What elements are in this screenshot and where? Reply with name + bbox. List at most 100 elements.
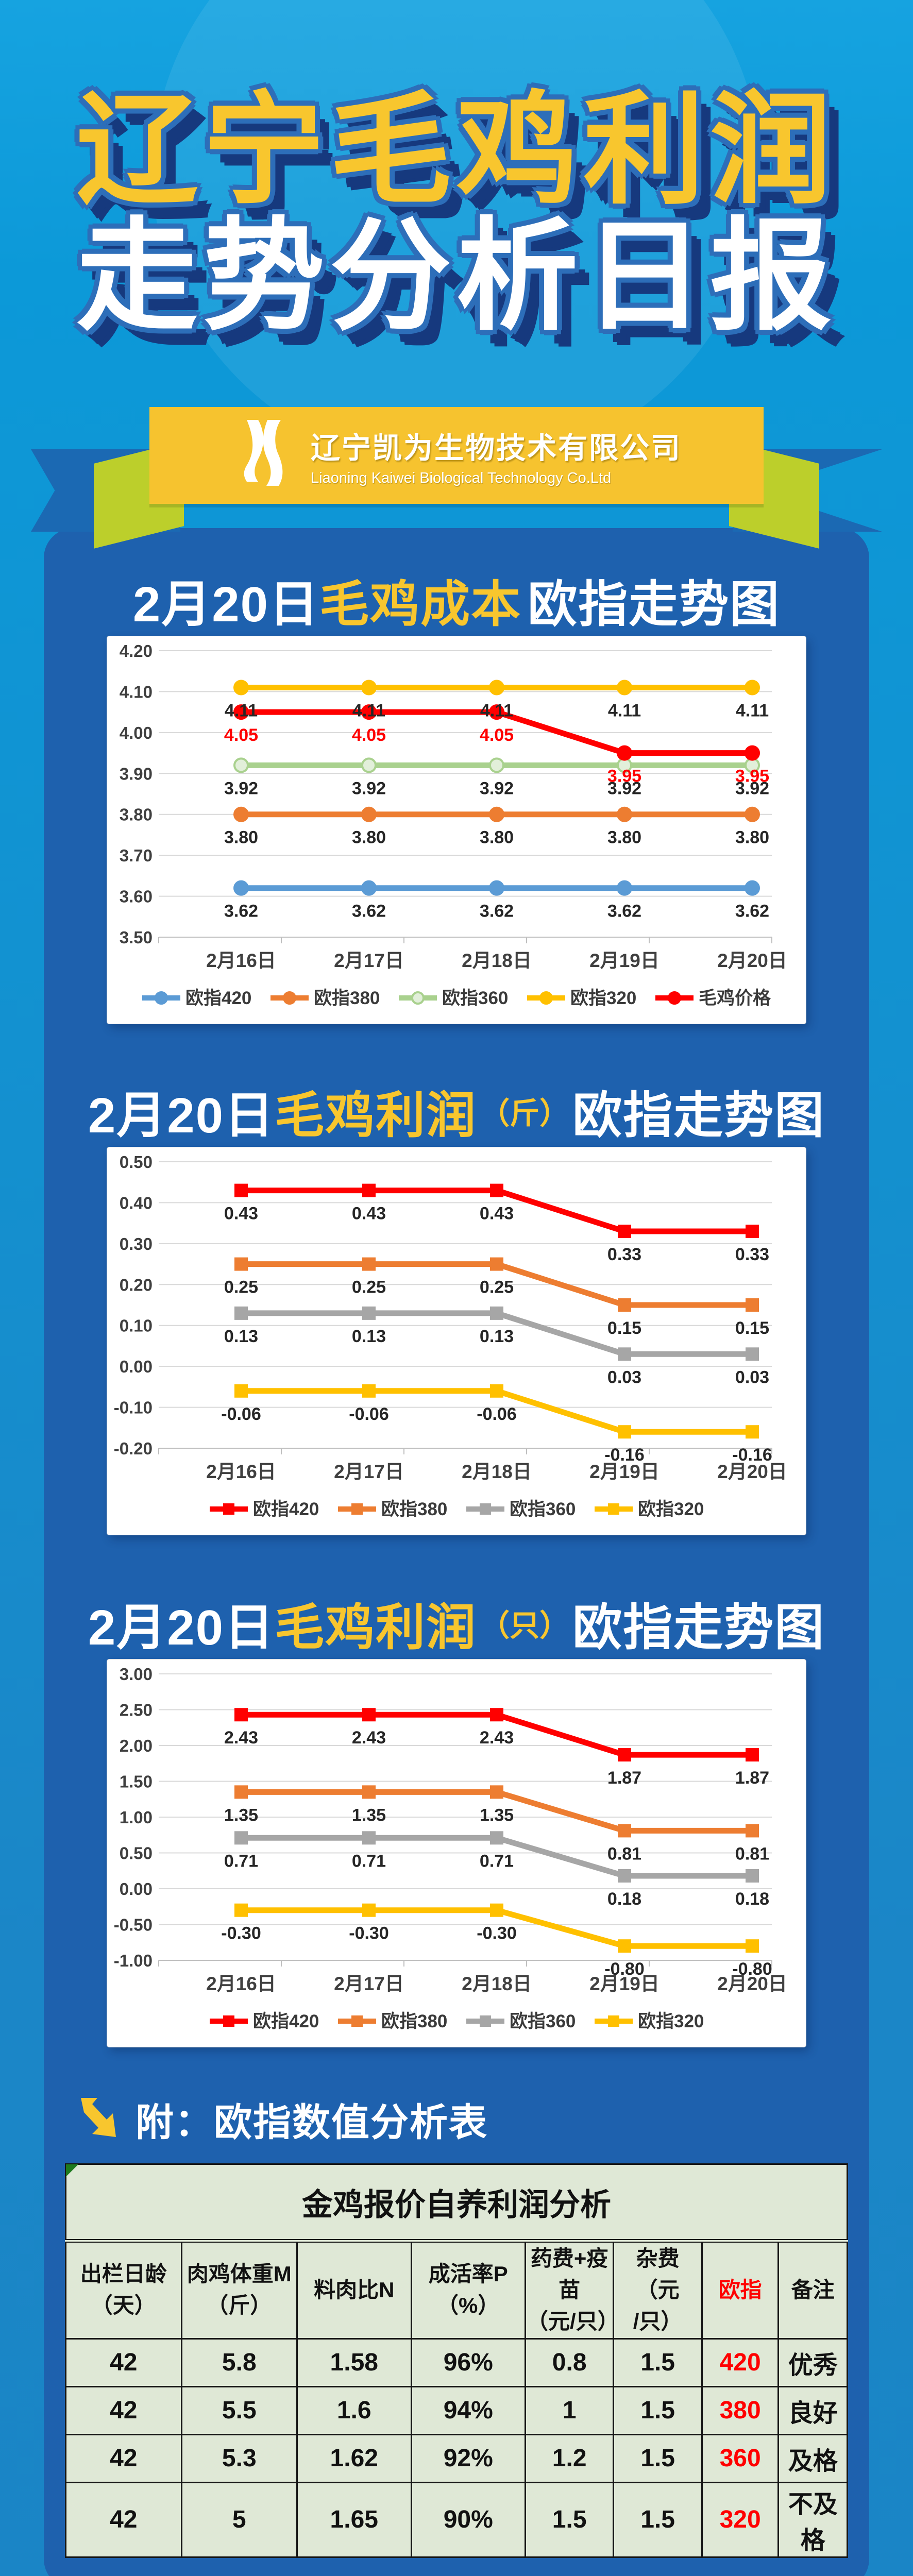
svg-text:0.50: 0.50 [120, 1844, 153, 1863]
svg-text:0.18: 0.18 [607, 1889, 641, 1909]
chart-title-profit-jin: 2月20日 毛鸡利润 （斤） 欧指走势图 [44, 1080, 869, 1143]
svg-text:欧指360: 欧指360 [442, 988, 508, 1008]
profit-analysis-table: 金鸡报价自养利润分析 出栏日龄 （天） 肉鸡体重M （斤） 料肉比N 成活率P （%）药… [65, 2163, 848, 2558]
arrow-icon [78, 2096, 122, 2143]
profit-per-bird-chart: 3.00 2.50 2.00 1.50 1.00 0.50 0.00 -0.50 -1.00 2月… [107, 1659, 806, 2047]
svg-text:0.03: 0.03 [607, 1367, 641, 1387]
svg-text:欧指380: 欧指380 [381, 2011, 447, 2031]
table-title-row: 金鸡报价自养利润分析 [65, 2163, 848, 2243]
svg-text:4.20: 4.20 [120, 641, 153, 660]
svg-text:3.60: 3.60 [120, 887, 153, 906]
cost-trend-chart: 4.20 4.10 4.00 3.90 3.80 3.70 3.60 3.50 2月16日 2月1… [107, 636, 806, 1024]
svg-text:欧指420: 欧指420 [253, 2011, 319, 2031]
table-cell: 不及格 [777, 2481, 848, 2558]
chart-section-profit-jin: 2月20日 毛鸡利润 （斤） 欧指走势图 0.50 0.40 0.30 0.20 0.10 0.… [44, 1080, 869, 1535]
svg-text:3.80: 3.80 [607, 828, 641, 848]
company-name-cn: 辽宁凯为生物技术有限公司 [311, 431, 682, 465]
svg-text:0.81: 0.81 [735, 1844, 769, 1863]
svg-text:2月20日: 2月20日 [717, 950, 787, 971]
chart-title-prefix: 2月20日 [88, 1088, 275, 1143]
svg-text:0.40: 0.40 [120, 1193, 153, 1212]
table-row: 42 5.5 1.6 94% 1 1.5 380 良好 [65, 2385, 848, 2435]
chart-title-unit: （只） [480, 1609, 570, 1642]
table-cell: 5.5 [180, 2385, 298, 2435]
svg-text:4.11: 4.11 [608, 701, 641, 721]
table-header-cell: 成活率P （%） [410, 2240, 526, 2340]
svg-text:3.80: 3.80 [120, 805, 153, 824]
table-cell: 5.8 [180, 2337, 298, 2387]
table-row: 42 5 1.65 90% 1.5 1.5 320 不及格 [65, 2481, 848, 2558]
svg-text:-0.06: -0.06 [349, 1404, 389, 1424]
table-cell: 42 [65, 2385, 182, 2435]
analysis-section-heading: 附：欧指数值分析表 [78, 2096, 869, 2144]
table-cell: 1.5 [524, 2481, 615, 2558]
table-cell: 320 [701, 2481, 780, 2558]
svg-text:0.03: 0.03 [735, 1367, 769, 1387]
chart-title-suffix: 欧指走势图 [572, 1600, 825, 1655]
svg-text:2月18日: 2月18日 [462, 1973, 532, 1994]
svg-text:2.50: 2.50 [120, 1701, 153, 1720]
table-cell: 5.3 [180, 2433, 298, 2483]
table-cell: 1.5 [613, 2385, 703, 2435]
svg-text:欧指360: 欧指360 [510, 2011, 576, 2031]
chart-title-suffix: 欧指走势图 [572, 1088, 825, 1143]
table-cell: 1.5 [613, 2337, 703, 2387]
svg-text:0.13: 0.13 [224, 1327, 258, 1346]
svg-text:2月16日: 2月16日 [206, 950, 276, 971]
svg-text:-0.50: -0.50 [114, 1916, 153, 1935]
svg-text:-0.30: -0.30 [477, 1924, 517, 1943]
chart-title-suffix: 欧指走势图 [528, 577, 781, 632]
company-name-en: Liaoning Kaiwei Biological Technology Co… [311, 469, 612, 486]
company-banner-band: 辽宁凯为生物技术有限公司 Liaoning Kaiwei Biological … [149, 407, 764, 504]
table-corner-mark [66, 2164, 78, 2177]
svg-text:3.92: 3.92 [607, 778, 641, 798]
svg-text:-0.30: -0.30 [349, 1924, 389, 1943]
background-glow-ellipse [153, 0, 760, 469]
table-cell: 380 [701, 2385, 780, 2435]
svg-text:2月17日: 2月17日 [334, 1461, 404, 1482]
svg-text:4.05: 4.05 [480, 725, 514, 745]
svg-text:1.00: 1.00 [120, 1808, 153, 1827]
svg-text:-0.16: -0.16 [732, 1445, 772, 1465]
svg-text:3.95: 3.95 [607, 767, 641, 786]
svg-text:3.62: 3.62 [607, 902, 641, 921]
svg-text:3.62: 3.62 [480, 902, 514, 921]
chart-section-cost: 2月20日 毛鸡成本 欧指走势图 4.20 4.10 4.00 3.90 3.80 3.70 3… [44, 528, 869, 1024]
table-cell: 1.5 [613, 2481, 703, 2558]
svg-text:2月20日: 2月20日 [717, 1973, 787, 1994]
table-cell: 1 [524, 2385, 615, 2435]
svg-text:2月16日: 2月16日 [206, 1461, 276, 1482]
svg-text:4.11: 4.11 [352, 701, 385, 721]
svg-text:-0.10: -0.10 [114, 1398, 153, 1417]
company-name-block: 辽宁凯为生物技术有限公司 Liaoning Kaiwei Biological … [311, 425, 682, 487]
table-cell: 5 [180, 2481, 298, 2558]
svg-text:1.35: 1.35 [224, 1805, 258, 1825]
svg-text:-0.06: -0.06 [221, 1404, 261, 1424]
svg-text:1.35: 1.35 [352, 1805, 386, 1825]
svg-text:3.62: 3.62 [352, 902, 386, 921]
table-cell: 92% [410, 2433, 526, 2483]
svg-text:2月16日: 2月16日 [206, 1973, 276, 1994]
table-cell: 优秀 [777, 2337, 848, 2387]
svg-text:3.50: 3.50 [120, 928, 153, 947]
svg-text:2月17日: 2月17日 [334, 950, 404, 971]
chart-title-highlight: 毛鸡成本 [319, 577, 522, 632]
svg-text:0.15: 0.15 [735, 1318, 769, 1338]
svg-text:2月19日: 2月19日 [589, 950, 660, 971]
svg-text:欧指380: 欧指380 [314, 988, 380, 1008]
table-cell: 0.8 [524, 2337, 615, 2387]
svg-text:3.92: 3.92 [352, 778, 386, 798]
svg-text:2.00: 2.00 [120, 1736, 153, 1755]
table-cell: 良好 [777, 2385, 848, 2435]
company-logo-icon [231, 416, 293, 496]
svg-text:2月17日: 2月17日 [334, 1973, 404, 1994]
svg-text:3.92: 3.92 [480, 778, 514, 798]
table-header-cell: 备注 [777, 2240, 848, 2340]
chart-title-cost: 2月20日 毛鸡成本 欧指走势图 [44, 569, 869, 632]
table-cell: 42 [65, 2433, 182, 2483]
chart-title-prefix: 2月20日 [88, 1600, 275, 1655]
svg-text:0.43: 0.43 [480, 1204, 514, 1224]
svg-text:欧指320: 欧指320 [570, 988, 636, 1008]
page-title-line2: 走势分析日报 [76, 209, 837, 345]
svg-text:0.43: 0.43 [352, 1204, 386, 1224]
